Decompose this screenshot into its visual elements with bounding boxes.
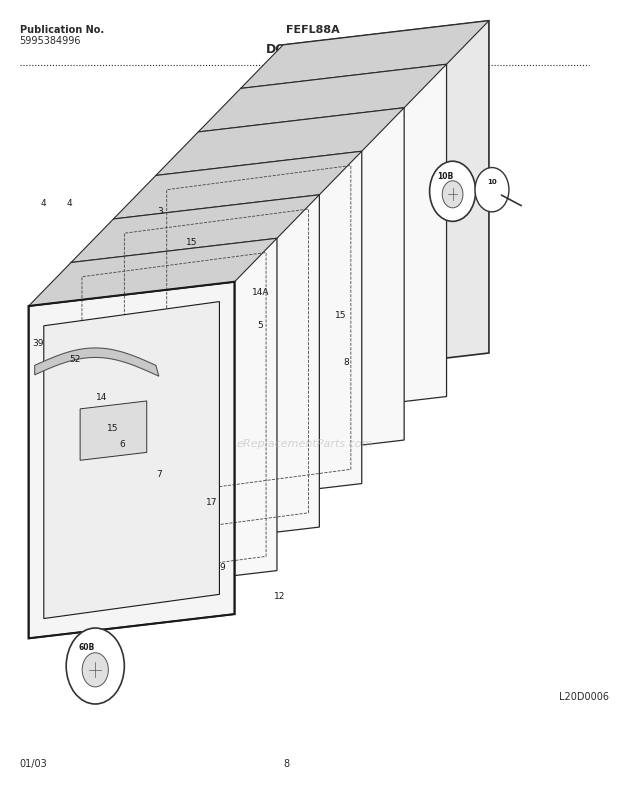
- Polygon shape: [35, 348, 159, 376]
- Text: 52: 52: [69, 355, 81, 364]
- Text: 7: 7: [156, 470, 162, 479]
- Polygon shape: [113, 195, 319, 551]
- Text: FEFL88A: FEFL88A: [286, 25, 340, 35]
- Text: 8: 8: [283, 759, 289, 769]
- Circle shape: [66, 628, 125, 704]
- Text: 10: 10: [487, 179, 497, 185]
- Polygon shape: [80, 401, 147, 461]
- Polygon shape: [156, 108, 404, 175]
- Polygon shape: [241, 64, 446, 421]
- Text: eReplacementParts.com: eReplacementParts.com: [236, 439, 373, 449]
- Polygon shape: [71, 238, 277, 595]
- Text: 10B: 10B: [438, 172, 454, 181]
- Polygon shape: [71, 195, 319, 263]
- Text: 17: 17: [206, 498, 218, 507]
- Text: 4: 4: [41, 198, 46, 208]
- Text: 15: 15: [107, 424, 118, 434]
- Text: 9: 9: [219, 563, 225, 572]
- Text: L20D0006: L20D0006: [559, 692, 609, 702]
- Polygon shape: [113, 151, 361, 219]
- Circle shape: [82, 653, 108, 687]
- Text: 8: 8: [343, 358, 350, 368]
- Text: 12: 12: [274, 592, 286, 601]
- Text: 6: 6: [120, 440, 125, 449]
- Text: 5: 5: [258, 322, 264, 330]
- Text: 14: 14: [95, 392, 107, 402]
- Circle shape: [430, 161, 476, 222]
- Circle shape: [475, 168, 509, 212]
- Text: 60B: 60B: [78, 642, 95, 652]
- Polygon shape: [29, 282, 234, 638]
- Text: 4: 4: [66, 198, 72, 208]
- Text: 3: 3: [157, 206, 163, 215]
- Polygon shape: [29, 238, 277, 306]
- Polygon shape: [241, 21, 489, 88]
- Circle shape: [442, 181, 463, 208]
- Polygon shape: [283, 21, 489, 377]
- Text: 15: 15: [335, 311, 347, 320]
- Polygon shape: [198, 64, 446, 132]
- Text: 5995384996: 5995384996: [20, 37, 81, 46]
- Text: 01/03: 01/03: [20, 759, 47, 769]
- Text: DOOR: DOOR: [265, 43, 307, 56]
- Text: 14A: 14A: [252, 288, 269, 297]
- Polygon shape: [44, 302, 219, 619]
- Text: Publication No.: Publication No.: [20, 25, 104, 35]
- Text: 15: 15: [187, 238, 198, 247]
- Polygon shape: [156, 151, 361, 508]
- Polygon shape: [198, 108, 404, 464]
- Text: 39: 39: [32, 339, 43, 348]
